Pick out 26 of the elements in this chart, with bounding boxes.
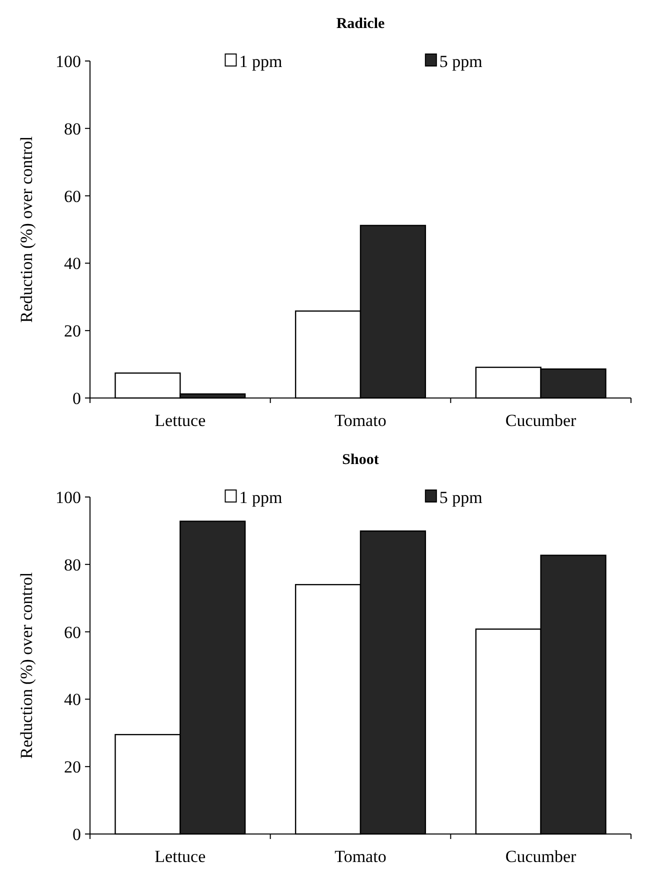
y-tick-label: 0	[72, 388, 81, 408]
legend-label: 5 ppm	[439, 52, 482, 71]
x-tick-label: Lettuce	[154, 411, 206, 430]
y-tick-label: 40	[64, 254, 81, 274]
chart-title: Shoot	[342, 452, 379, 468]
legend-label: 1 ppm	[239, 52, 282, 71]
y-tick-label: 40	[64, 690, 81, 710]
x-tick-label: Tomato	[334, 847, 386, 866]
legend-label: 1 ppm	[239, 488, 282, 507]
x-tick-label: Lettuce	[154, 847, 206, 866]
y-tick-label: 20	[64, 758, 81, 777]
x-tick-label: Cucumber	[505, 411, 577, 430]
y-tick-label: 80	[64, 119, 81, 138]
y-tick-label: 60	[64, 622, 81, 642]
y-tick-label: 60	[64, 186, 81, 206]
x-tick-label: Cucumber	[505, 847, 577, 866]
y-tick-label: 20	[64, 322, 81, 341]
y-tick-label: 100	[56, 52, 81, 71]
y-tick-label: 100	[56, 488, 81, 507]
y-tick-label: 80	[64, 555, 81, 574]
y-axis-title: Reduction (%) over control	[17, 136, 36, 323]
legend-label: 5 ppm	[439, 488, 482, 507]
chart-title: Radicle	[336, 16, 386, 32]
y-tick-label: 0	[72, 824, 81, 844]
x-tick-label: Tomato	[334, 411, 386, 430]
y-axis-title: Reduction (%) over control	[17, 572, 36, 759]
